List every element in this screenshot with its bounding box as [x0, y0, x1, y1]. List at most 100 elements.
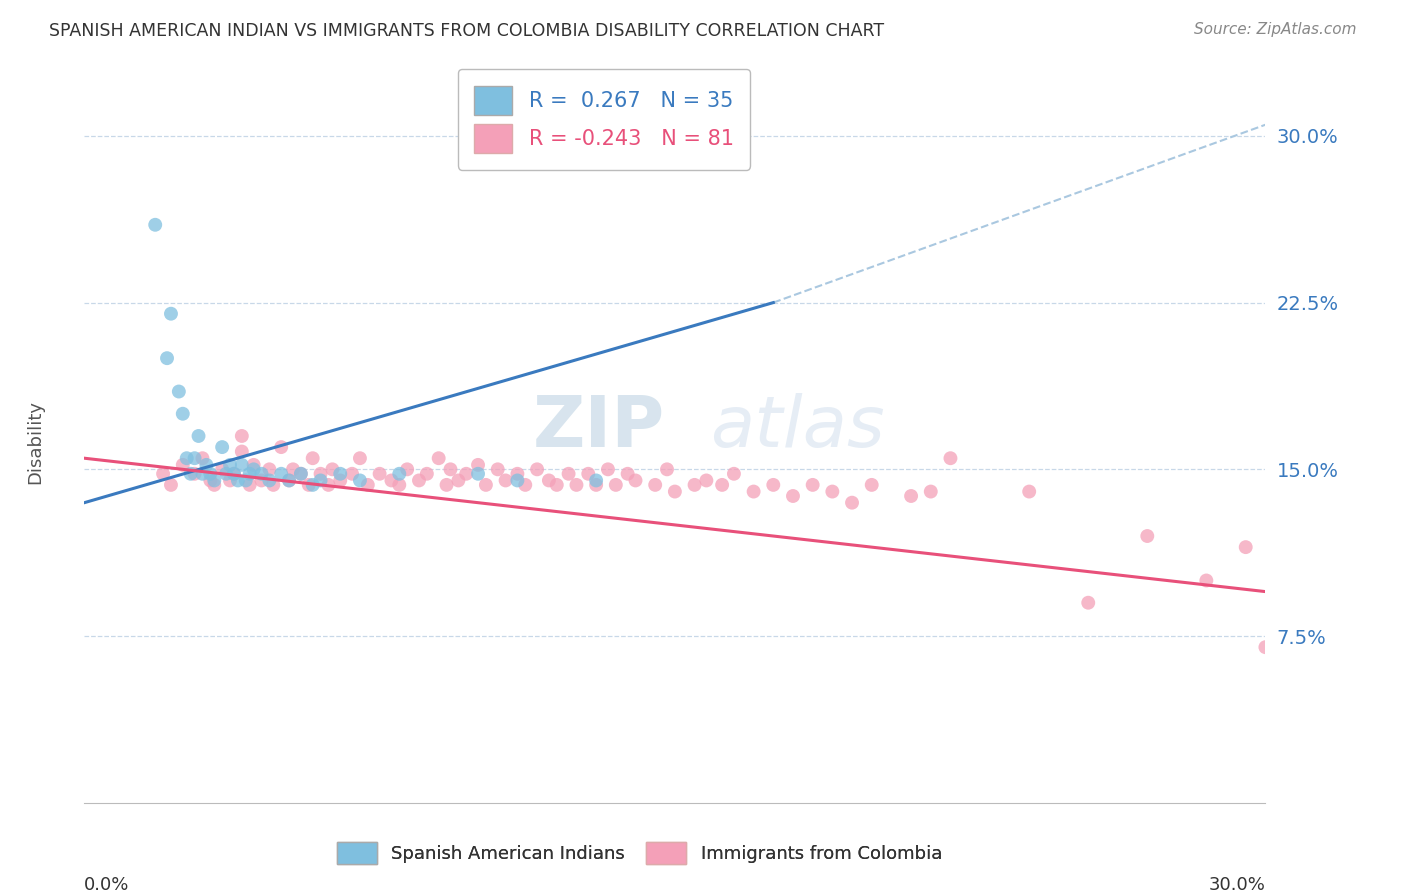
Point: [226, 474, 249, 488]
Point: [1077, 596, 1099, 610]
Point: [250, 474, 273, 488]
Point: [180, 467, 202, 481]
Point: [349, 451, 371, 466]
Point: [900, 489, 922, 503]
Point: [537, 474, 560, 488]
Point: [211, 440, 233, 454]
Point: [222, 467, 245, 481]
Point: [427, 451, 450, 466]
Point: [1136, 529, 1159, 543]
Point: [388, 467, 411, 481]
Point: [152, 467, 174, 481]
Point: [172, 458, 194, 472]
Point: [762, 478, 785, 492]
Point: [215, 467, 238, 481]
Point: [585, 474, 607, 488]
Point: [515, 478, 537, 492]
Point: [301, 478, 323, 492]
Point: [624, 474, 647, 488]
Point: [301, 451, 323, 466]
Point: [270, 440, 292, 454]
Point: [239, 467, 262, 481]
Text: 30.0%: 30.0%: [1209, 876, 1265, 892]
Text: Source: ZipAtlas.com: Source: ZipAtlas.com: [1194, 22, 1357, 37]
Text: ZIP: ZIP: [533, 392, 665, 461]
Text: atlas: atlas: [710, 392, 884, 461]
Point: [801, 478, 824, 492]
Point: [329, 474, 352, 488]
Point: [262, 478, 284, 492]
Point: [664, 484, 686, 499]
Point: [160, 478, 183, 492]
Point: [1195, 574, 1218, 588]
Point: [380, 474, 402, 488]
Point: [821, 484, 844, 499]
Point: [202, 474, 225, 488]
Point: [439, 462, 461, 476]
Point: [321, 462, 343, 476]
Point: [447, 474, 470, 488]
Point: [388, 478, 411, 492]
Point: [557, 467, 579, 481]
Point: [436, 478, 458, 492]
Point: [860, 478, 883, 492]
Point: [183, 451, 205, 466]
Point: [211, 462, 233, 476]
Point: [172, 407, 194, 421]
Point: [368, 467, 391, 481]
Point: [596, 462, 619, 476]
Legend: Spanish American Indians, Immigrants from Colombia: Spanish American Indians, Immigrants fro…: [328, 833, 950, 873]
Point: [329, 467, 352, 481]
Point: [1254, 640, 1277, 655]
Point: [239, 478, 262, 492]
Point: [167, 384, 190, 399]
Point: [546, 478, 568, 492]
Point: [270, 467, 292, 481]
Point: [782, 489, 804, 503]
Point: [506, 474, 529, 488]
Point: [235, 474, 257, 488]
Point: [576, 467, 599, 481]
Point: [219, 474, 242, 488]
Point: [711, 478, 734, 492]
Point: [486, 462, 509, 476]
Point: [841, 496, 863, 510]
Point: [939, 451, 962, 466]
Point: [259, 474, 281, 488]
Point: [191, 467, 214, 481]
Point: [290, 467, 312, 481]
Point: [318, 478, 340, 492]
Text: Disability: Disability: [25, 400, 44, 483]
Point: [475, 478, 498, 492]
Point: [1234, 540, 1257, 554]
Point: [467, 458, 489, 472]
Point: [655, 462, 678, 476]
Point: [456, 467, 478, 481]
Text: 0.0%: 0.0%: [84, 876, 129, 892]
Point: [143, 218, 166, 232]
Point: [176, 451, 198, 466]
Point: [585, 478, 607, 492]
Point: [200, 467, 222, 481]
Point: [222, 467, 245, 481]
Point: [396, 462, 419, 476]
Point: [340, 467, 363, 481]
Point: [191, 451, 214, 466]
Point: [183, 467, 205, 481]
Point: [920, 484, 942, 499]
Point: [723, 467, 745, 481]
Point: [416, 467, 439, 481]
Point: [242, 458, 264, 472]
Point: [526, 462, 548, 476]
Point: [231, 429, 253, 443]
Text: SPANISH AMERICAN INDIAN VS IMMIGRANTS FROM COLOMBIA DISABILITY CORRELATION CHART: SPANISH AMERICAN INDIAN VS IMMIGRANTS FR…: [49, 22, 884, 40]
Point: [290, 467, 312, 481]
Point: [231, 444, 253, 458]
Point: [231, 458, 253, 472]
Point: [683, 478, 706, 492]
Point: [195, 458, 218, 472]
Point: [1018, 484, 1040, 499]
Point: [187, 429, 209, 443]
Point: [281, 462, 304, 476]
Point: [349, 474, 371, 488]
